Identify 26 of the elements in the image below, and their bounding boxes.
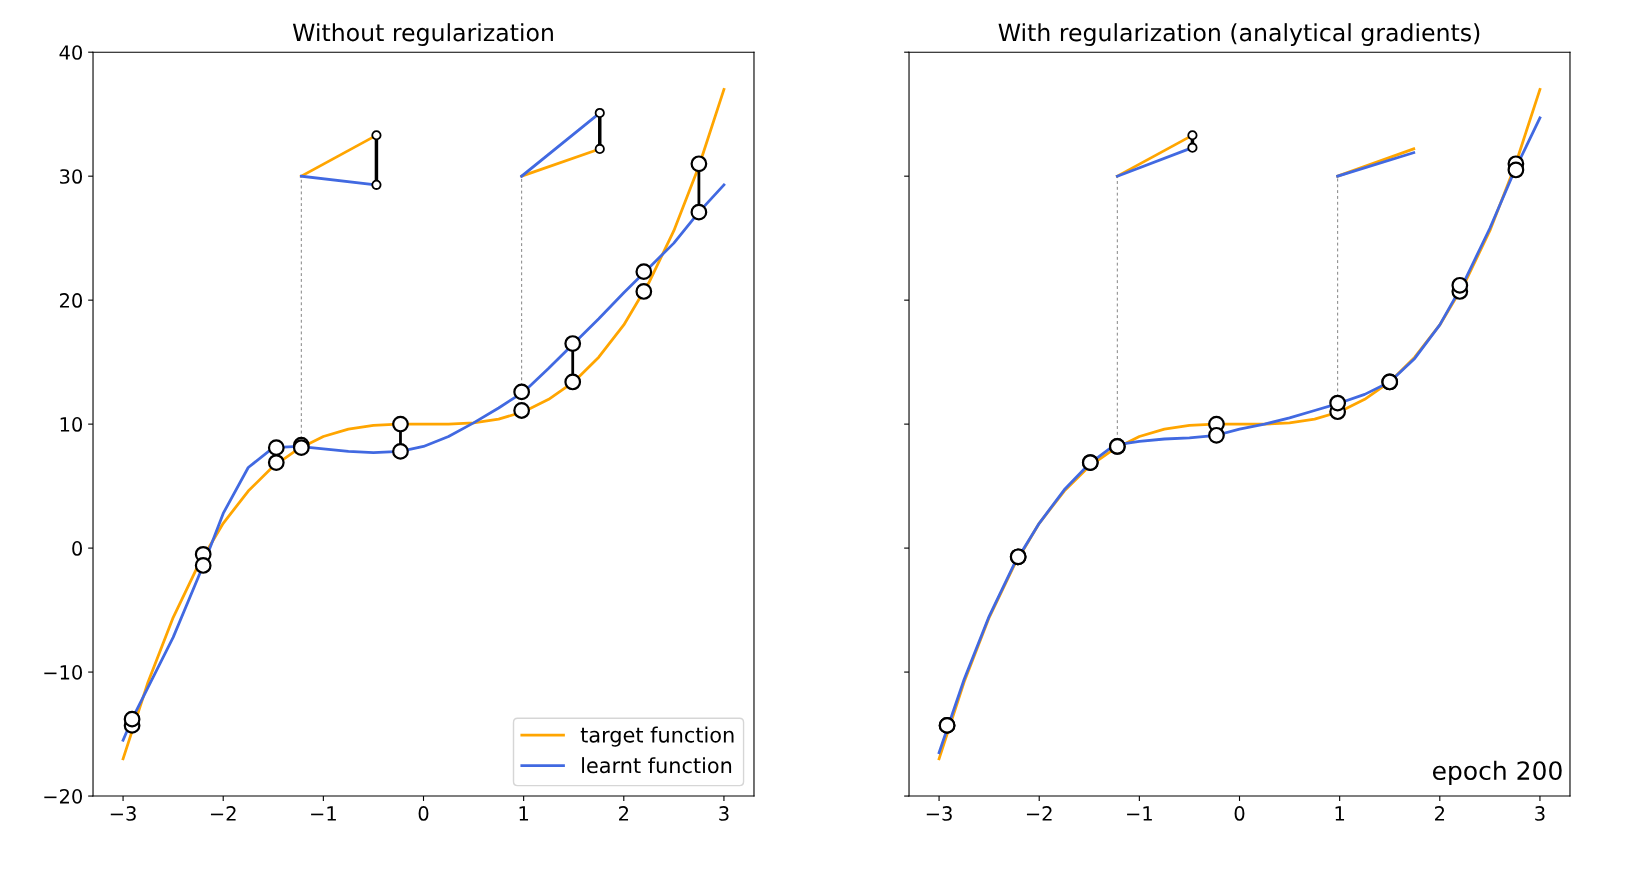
x-tick-label: 2 <box>1435 806 1445 821</box>
chart-title: With regularization (analytical gradients) <box>998 23 1480 46</box>
y-tick-label: 30 <box>60 169 83 184</box>
x-tick-label: −3 <box>926 806 952 821</box>
x-tick-label: 0 <box>418 806 429 821</box>
x-tick-label: 1 <box>519 806 529 821</box>
x-tick-label: 1 <box>1335 806 1345 821</box>
x-tick-label: 3 <box>1535 806 1545 821</box>
x-tick-label: 3 <box>719 806 729 821</box>
x-tick-label: −1 <box>1127 806 1152 821</box>
y-tick-label: −20 <box>44 789 83 804</box>
annotation: epoch 200 <box>1432 760 1562 785</box>
y-tick-label: 0 <box>72 541 83 556</box>
y-tick-label: −10 <box>44 665 83 680</box>
x-tick-label: −2 <box>210 806 236 821</box>
x-tick-label: 2 <box>619 806 629 821</box>
legend-label: learnt function <box>582 757 732 774</box>
x-tick-label: 0 <box>1234 806 1245 821</box>
chart-title: Without regularization <box>292 23 553 46</box>
x-tick-label: −2 <box>1026 806 1052 821</box>
y-tick-label: 20 <box>59 293 83 308</box>
y-tick-label: 10 <box>60 417 83 432</box>
legend-label: target function <box>580 726 734 747</box>
y-tick-label: 40 <box>59 45 83 60</box>
x-tick-label: −3 <box>110 806 136 821</box>
x-tick-label: −1 <box>311 806 336 821</box>
